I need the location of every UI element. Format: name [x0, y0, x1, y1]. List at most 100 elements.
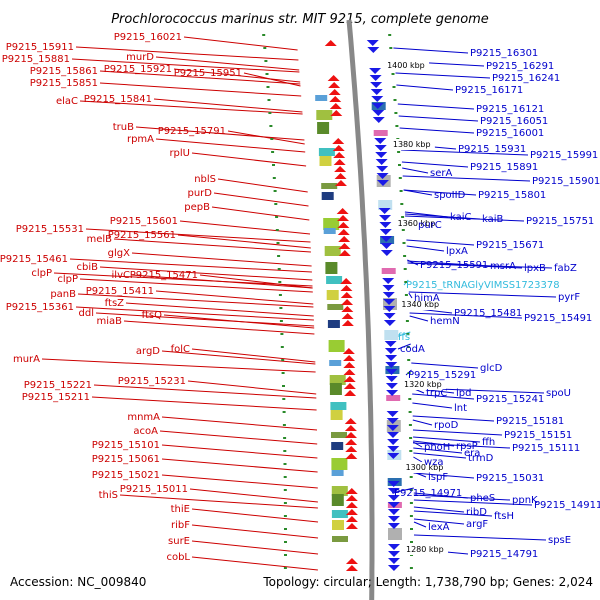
gene-label[interactable]: glcD	[480, 363, 503, 374]
gene-label[interactable]: P9215_15991	[530, 150, 598, 161]
gene-label[interactable]: P9215_15791	[158, 126, 226, 137]
gene-label[interactable]: P9215_15931	[458, 144, 526, 155]
gene-label[interactable]: P9215_15881	[2, 54, 70, 65]
gene-label[interactable]: pyrF	[558, 292, 580, 303]
gene-label[interactable]: P9215_15021	[92, 470, 160, 481]
gene-label[interactable]: lpxB	[524, 263, 546, 274]
gene-label[interactable]: ribF	[171, 520, 190, 531]
gene-label[interactable]: clpP	[31, 268, 52, 279]
gene-label[interactable]: P9215_14971	[394, 488, 462, 499]
gene-label[interactable]: P9215_15011	[120, 484, 188, 495]
gene-label[interactable]: clpP	[57, 274, 78, 285]
gene-label[interactable]: pheS	[470, 493, 495, 504]
gene-label[interactable]: P9215_15471	[130, 270, 198, 281]
gene-label[interactable]: P9215_15221	[24, 380, 92, 391]
gene-label[interactable]: P9215_15861	[30, 66, 98, 77]
gene-label[interactable]: P9215_15481	[454, 308, 522, 319]
gene-label[interactable]: P9215_15361	[6, 302, 74, 313]
gene-label[interactable]: ftsH	[494, 511, 514, 522]
gene-label[interactable]: P9215_15111	[512, 443, 580, 454]
gene-label[interactable]: ispF	[428, 472, 448, 483]
gene-label[interactable]: rpsP	[456, 441, 478, 452]
gene-label[interactable]: P9215_15671	[476, 240, 544, 251]
gene-label[interactable]: rpmA	[127, 134, 154, 145]
gene-label[interactable]: P9215_15601	[110, 216, 178, 227]
gene-label[interactable]: P9215_15851	[30, 78, 98, 89]
gene-label[interactable]: P9215_tRNAGlyVIMSS1723378	[406, 280, 560, 291]
gene-label[interactable]: folC	[171, 344, 190, 355]
gene-label[interactable]: P9215_15101	[92, 440, 160, 451]
gene-label[interactable]: murA	[13, 354, 40, 365]
gene-label[interactable]: elaC	[56, 96, 78, 107]
gene-label[interactable]: P9215_15211	[22, 392, 90, 403]
gene-label[interactable]: ddl	[79, 308, 94, 319]
gene-label[interactable]: hemN	[430, 316, 460, 327]
gene-label[interactable]: P9215_15911	[6, 42, 74, 53]
gene-label[interactable]: spsE	[548, 535, 571, 546]
gene-label[interactable]: P9215_15231	[118, 376, 186, 387]
gene-label[interactable]: P9215_15751	[526, 216, 594, 227]
gene-label[interactable]: ffh	[482, 437, 495, 448]
gene-label[interactable]: era	[464, 448, 480, 459]
gene-label[interactable]: P9215_15801	[478, 190, 546, 201]
gene-label[interactable]: truB	[113, 122, 134, 133]
gene-label[interactable]: panB	[50, 289, 76, 300]
gene-label[interactable]: ffs	[398, 332, 410, 343]
gene-label[interactable]: thiS	[99, 490, 118, 501]
gene-label[interactable]: P9215_16121	[476, 104, 544, 115]
gene-label[interactable]: P9215_14791	[470, 549, 538, 560]
gene-label[interactable]: surE	[168, 536, 190, 547]
gene-label[interactable]: codA	[400, 344, 425, 355]
gene-label[interactable]: fabZ	[554, 263, 577, 274]
gene-label[interactable]: P9215_15291	[408, 370, 476, 381]
gene-label[interactable]: miaB	[96, 316, 122, 327]
gene-label[interactable]: ilvC	[112, 270, 130, 281]
gene-label[interactable]: P9215_15951	[174, 68, 242, 79]
gene-label[interactable]: P9215_15411	[86, 286, 154, 297]
gene-label[interactable]: P9215_15901	[532, 176, 600, 187]
gene-label[interactable]: lexA	[428, 522, 450, 533]
gene-label[interactable]: P9215_15531	[16, 224, 84, 235]
gene-label[interactable]: P9215_15181	[496, 416, 564, 427]
gene-label[interactable]: lpd	[456, 388, 471, 399]
gene-label[interactable]: P9215_16051	[480, 116, 548, 127]
right-gene-labels[interactable]: P9215_16301P9215_16291P9215_16241P9215_1…	[394, 48, 600, 560]
gene-label[interactable]: ppnK	[512, 495, 538, 506]
gene-label[interactable]: spoIID	[434, 190, 466, 201]
gene-label[interactable]: melB	[86, 234, 112, 245]
gene-label[interactable]: ribD	[466, 507, 487, 518]
gene-label[interactable]: P9215_16291	[486, 61, 554, 72]
gene-label[interactable]: murD	[126, 52, 154, 63]
gene-label[interactable]: purD	[188, 188, 213, 199]
gene-label[interactable]: P9215_15891	[470, 162, 538, 173]
gene-label[interactable]: spoU	[546, 388, 571, 399]
gene-label[interactable]: P9215_15491	[524, 313, 592, 324]
gene-label[interactable]: ftsQ	[142, 310, 162, 321]
gene-label[interactable]: kaiB	[482, 214, 504, 225]
gene-label[interactable]: nblS	[194, 174, 216, 185]
gene-label[interactable]: trmD	[468, 453, 494, 464]
gene-label[interactable]: P9215_15151	[504, 430, 572, 441]
gene-label[interactable]: rpoD	[434, 420, 459, 431]
gene-label[interactable]: acoA	[133, 426, 158, 437]
gene-label[interactable]: lnt	[454, 403, 467, 414]
gene-label[interactable]: P9215_15461	[0, 254, 68, 265]
gene-label[interactable]: phoH	[424, 442, 450, 453]
gene-label[interactable]: P9215_15561	[108, 230, 176, 241]
gene-label[interactable]: argF	[466, 519, 488, 530]
gene-label[interactable]: P9215_15591	[420, 260, 488, 271]
gene-label[interactable]: himA	[414, 293, 440, 304]
gene-label[interactable]: P9215_14911	[534, 500, 600, 511]
gene-label[interactable]: pepB	[184, 202, 210, 213]
gene-label[interactable]: trpC	[426, 388, 447, 399]
gene-label[interactable]: mnmA	[127, 412, 160, 423]
gene-label[interactable]: argD	[136, 346, 160, 357]
gene-label[interactable]: glgX	[108, 248, 130, 259]
gene-label[interactable]: P9215_16021	[114, 32, 182, 43]
gene-label[interactable]: rplU	[169, 148, 190, 159]
gene-label[interactable]: lpxA	[446, 246, 468, 257]
gene-label[interactable]: P9215_15241	[476, 394, 544, 405]
gene-label[interactable]: wza	[424, 457, 444, 468]
gene-label[interactable]: purC	[418, 220, 442, 231]
gene-label[interactable]: P9215_15031	[476, 473, 544, 484]
